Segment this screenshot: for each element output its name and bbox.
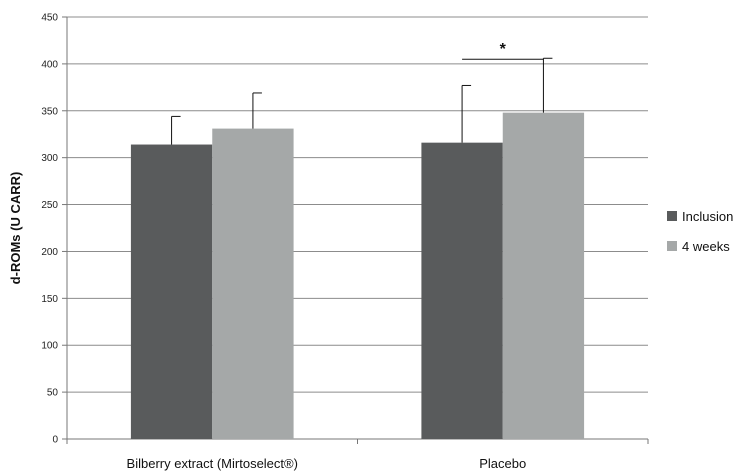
y-tick-label: 150 <box>41 294 58 305</box>
bar <box>130 144 213 439</box>
significance-marker: * <box>500 41 507 58</box>
legend-label: 4 weeks <box>682 239 730 254</box>
x-category-label: Bilberry extract (Mirtoselect®) <box>127 456 298 471</box>
x-category-label: Placebo <box>479 456 526 471</box>
bar <box>502 112 585 440</box>
error-bars <box>171 57 553 145</box>
legend: Inclusion 4 weeks <box>667 209 733 254</box>
y-tick-label: 450 <box>41 13 58 24</box>
bar <box>421 142 503 439</box>
y-tick-label: 0 <box>52 435 58 446</box>
y-tick-label: 250 <box>41 200 58 211</box>
y-tick-label: 300 <box>41 153 58 164</box>
y-tick-label: 200 <box>41 247 58 258</box>
bars <box>130 112 585 440</box>
labels: 0 50 100 150 200 250 300 350 400 450 Bilberry extr… <box>8 13 526 472</box>
y-axis-label: d-ROMs (U CARR) <box>8 172 23 285</box>
y-tick-label: 400 <box>41 59 58 70</box>
y-tick-label: 50 <box>47 388 59 399</box>
annotations: * <box>462 41 544 60</box>
bar <box>212 128 294 439</box>
y-tick-label: 350 <box>41 106 58 117</box>
legend-label: Inclusion <box>682 209 733 224</box>
legend-swatch <box>667 241 677 251</box>
legend-swatch <box>667 211 677 221</box>
y-tick-label: 100 <box>41 341 58 352</box>
